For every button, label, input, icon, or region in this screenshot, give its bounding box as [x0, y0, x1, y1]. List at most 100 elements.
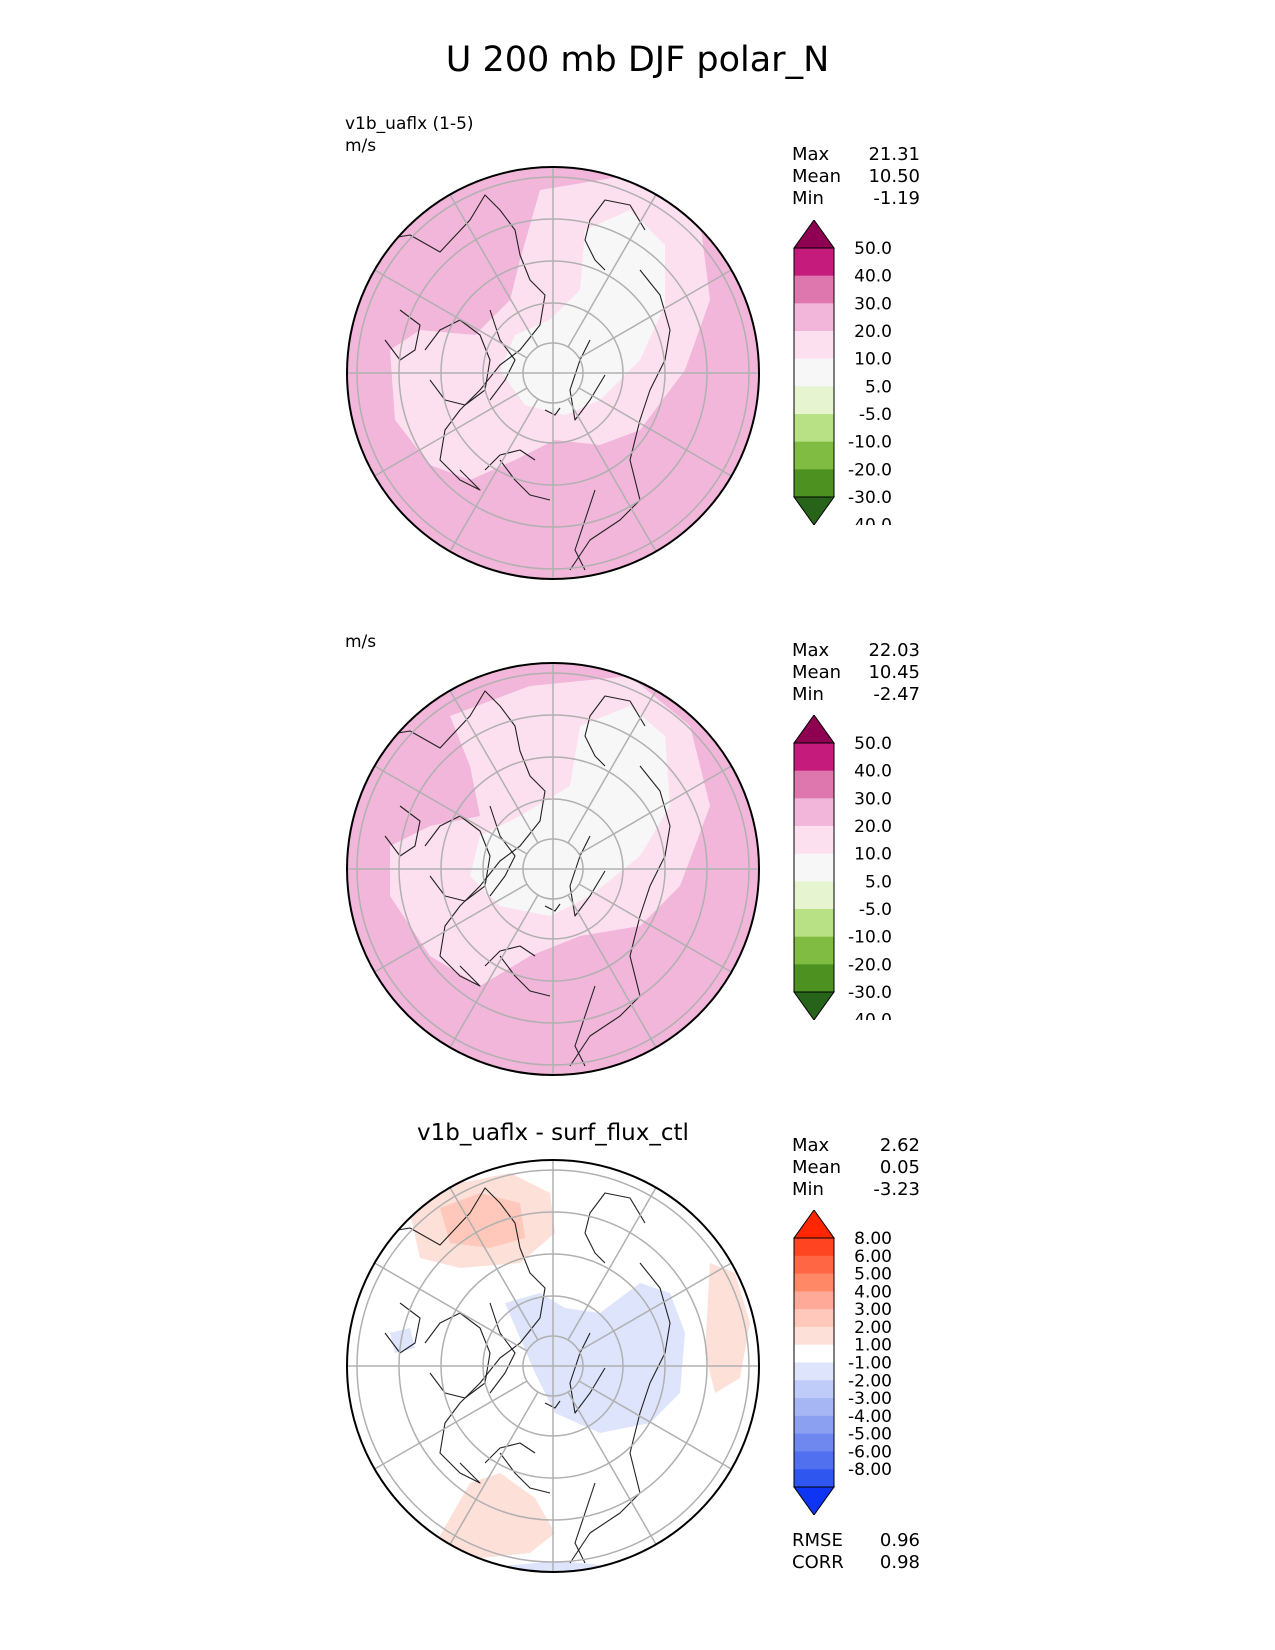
panel-2-colorbar-swatch — [794, 881, 834, 910]
panel-1-colorbar-extend-min — [793, 496, 835, 525]
panel-3-colorbar-extend-min — [793, 1486, 835, 1515]
panel-1-colorbar-swatch — [794, 469, 834, 498]
stat-min-label: Min — [792, 1179, 824, 1200]
meridian-line — [374, 765, 528, 855]
panel-3-colorbar-tick-label: 6.00 — [854, 1247, 892, 1267]
graticule — [347, 1160, 759, 1572]
panel-3-title: v1b_uaflx - surf_flux_ctl — [417, 1120, 689, 1146]
coastline-scandinavia — [574, 1482, 596, 1564]
panel-3-colorbar: 8.006.005.004.003.002.001.00-1.00-2.00-3… — [793, 1210, 892, 1515]
coastline-greenland-south — [499, 1452, 551, 1494]
panel-3-colorbar-swatch — [794, 1433, 834, 1452]
panel-1-colorbar-tick-label: -5.0 — [859, 405, 892, 425]
panel-3-colorbar-swatch — [794, 1344, 834, 1363]
stat-min-label: Min — [792, 684, 824, 705]
panel-1-colorbar-swatch — [794, 441, 834, 470]
panel-3-colorbar-swatch — [794, 1273, 834, 1292]
coastline-eurasia — [569, 765, 671, 1067]
coastline-greenland-south — [499, 955, 551, 997]
meridian-line — [578, 1262, 732, 1352]
panel-3-map — [346, 1159, 760, 1573]
panel-1-colorbar-tick-label: 50.0 — [854, 239, 892, 259]
panel-2-colorbar-tick-label: 20.0 — [854, 817, 892, 837]
panel-3-colorbar-swatch — [794, 1238, 834, 1257]
panel-3-stats: Max 2.62 Mean 0.05 Min -3.23 — [792, 1135, 920, 1201]
meridian-line — [578, 1380, 732, 1470]
coastline-pacific-islands — [384, 1302, 421, 1354]
panel-1-colorbar-tick-label: 5.0 — [865, 377, 892, 397]
coastline-alaska — [584, 695, 646, 767]
diff-positive-east — [705, 1263, 750, 1393]
panel-2-colorbar-tick-label: 40.0 — [854, 762, 892, 782]
panel-2-colorbar-swatch — [794, 964, 834, 993]
diff-negative-bottom — [480, 1561, 630, 1572]
stat-min-label: Min — [792, 188, 824, 209]
panel-2-colorbar: 50.0 40.0 30.0 20.0 10.0 5.0 -5.0 -10.0 -20.0 -30… — [793, 715, 892, 1020]
coastline-hudson — [489, 805, 516, 897]
stat-mean-label: Mean — [792, 1157, 842, 1178]
graticule — [347, 167, 759, 579]
stat-mean-label: Mean — [792, 662, 842, 683]
meridian-line — [567, 1187, 657, 1341]
panel-3-colorbar-swatch — [794, 1255, 834, 1275]
panel-3-colorbar-tick-label: -4.00 — [848, 1407, 892, 1427]
corr-value: 0.98 — [879, 1552, 920, 1573]
panel-1-colorbar: 50.0 40.0 30.0 20.0 10.0 5.0 -5.0 -10.0 -20.0 -30… — [793, 220, 892, 525]
meridian-line — [374, 387, 528, 477]
panel-2-stats: Max 22.03 Mean 10.45 Min -2.47 — [792, 640, 920, 706]
meridian-line — [567, 1391, 657, 1545]
panel-2-colorbar-swatch — [794, 826, 834, 855]
panel-2-colorbar-tick-label: -10.0 — [848, 928, 892, 948]
panel-3-metrics: RMSE 0.96 CORR 0.98 — [792, 1530, 920, 1574]
meridian-line — [567, 194, 657, 348]
panel-2-colorbar-tick-label: 10.0 — [854, 845, 892, 865]
panel-1-colorbar-tick-label: 30.0 — [854, 294, 892, 314]
meridian-line — [374, 269, 528, 359]
coastlines — [379, 1187, 671, 1564]
panel-1-map — [346, 166, 760, 580]
panel-3-colorbar-swatch — [794, 1469, 834, 1488]
diff-positive-south — [430, 1473, 555, 1558]
panel-1-colorbar-swatch — [794, 303, 834, 332]
panel-3-colorbar-tick-label: -3.00 — [848, 1389, 892, 1409]
panel-2-colorbar-frame — [793, 742, 835, 993]
stat-max-value: 22.03 — [868, 640, 920, 661]
meridian-line — [578, 883, 732, 973]
panel-2-colorbar-swatch — [794, 936, 834, 965]
meridian-line — [567, 398, 657, 552]
panel-3-colorbar-tick-label: 4.00 — [854, 1282, 892, 1302]
meridian-line — [374, 1262, 528, 1352]
coastline-eurasia — [569, 1262, 671, 1564]
panel-1-stats: Max 21.31 Mean 10.50 Min -1.19 — [792, 144, 920, 210]
meridian-line — [449, 1187, 539, 1341]
panel-3-colorbar-tick-label: -2.00 — [848, 1371, 892, 1391]
map-field — [347, 167, 759, 579]
stat-max-value: 2.62 — [879, 1135, 920, 1156]
coastline-alaska — [584, 1192, 646, 1264]
meridian-line — [578, 765, 732, 855]
panel-3-colorbar-swatch — [794, 1291, 834, 1310]
map-boundary — [346, 662, 760, 1076]
meridian-line — [449, 1391, 539, 1545]
rmse-value: 0.96 — [879, 1530, 920, 1551]
panel-2-units: m/s — [345, 632, 377, 652]
stat-min-value: -2.47 — [873, 684, 920, 705]
panel-3-colorbar-tick-label: 2.00 — [854, 1318, 892, 1338]
panel-2-colorbar-extend-min — [793, 991, 835, 1020]
coastline-alaska — [584, 199, 646, 271]
graticule — [347, 663, 759, 1075]
field-near-zero — [500, 210, 665, 415]
meridian-line — [449, 894, 539, 1048]
field-near-zero — [470, 706, 670, 916]
panel-2-colorbar-tick-label: 5.0 — [865, 872, 892, 892]
panel-3-colorbar-tick-label: 5.00 — [854, 1265, 892, 1285]
panel-1-colorbar-swatch — [794, 331, 834, 360]
stat-min-value: -3.23 — [873, 1179, 920, 1200]
stat-min-value: -1.19 — [873, 188, 920, 209]
coastline-arctic-archipelago — [424, 319, 491, 406]
meridian-line — [567, 894, 657, 1048]
panel-3-colorbar-swatch — [794, 1362, 834, 1381]
panel-1-colorbar-tick-label: -40.0 — [848, 516, 892, 525]
figure-title: U 200 mb DJF polar_N — [445, 40, 830, 80]
panel-1-colorbar-tick-label: 40.0 — [854, 267, 892, 287]
